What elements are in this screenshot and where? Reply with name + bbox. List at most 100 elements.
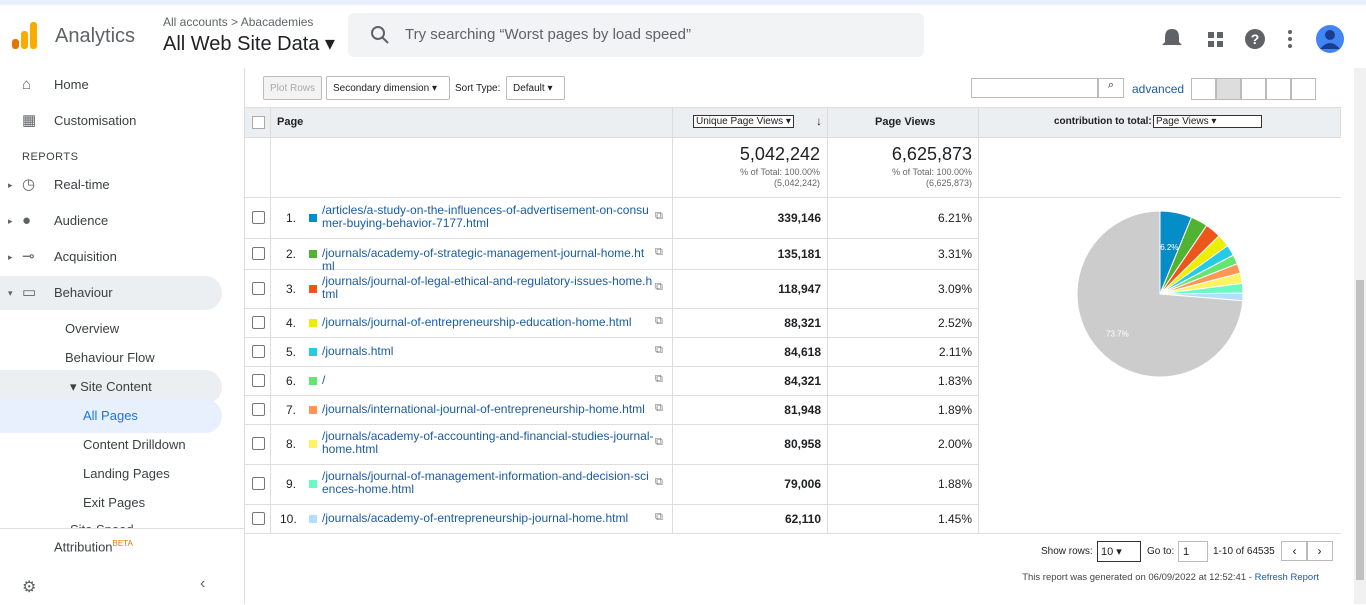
cell bbox=[271, 395, 673, 424]
nav-item[interactable]: All Pages bbox=[0, 399, 222, 433]
toolbar: Plot Rows Secondary dimension ▾ Sort Type:… bbox=[245, 74, 1341, 104]
nav-item[interactable]: Customisation ▦ bbox=[0, 104, 244, 138]
crumb[interactable]: Abacademies bbox=[240, 15, 314, 29]
table-search[interactable] bbox=[971, 78, 1098, 98]
show-rows-select[interactable]: 10 ▾ bbox=[1097, 541, 1141, 562]
page-link[interactable]: / bbox=[322, 372, 326, 387]
bell[interactable] bbox=[1162, 29, 1182, 45]
nav-item[interactable]: Audience ● ▸ bbox=[0, 204, 244, 238]
nav-item[interactable]: Exit Pages bbox=[0, 486, 244, 520]
row-checkbox[interactable] bbox=[252, 511, 265, 525]
attribution[interactable]: AttributionBETA bbox=[54, 539, 133, 554]
nav-item[interactable]: Behaviour ▭ ▾ bbox=[0, 276, 222, 310]
settings[interactable]: ⚙ bbox=[22, 579, 37, 596]
nav-item[interactable]: ▾ Site Content bbox=[0, 370, 222, 404]
crumb[interactable]: All accounts bbox=[163, 15, 228, 29]
row-checkbox[interactable] bbox=[252, 344, 265, 358]
nav-item[interactable]: Home ⌂ bbox=[0, 68, 244, 102]
view-toggle[interactable] bbox=[1191, 78, 1216, 100]
legend-swatch bbox=[309, 514, 317, 523]
open-icon[interactable]: ⧉ bbox=[655, 314, 663, 327]
page-link[interactable]: /journals/academy-of-entrepreneurship-jo… bbox=[322, 510, 629, 525]
nav-label: Customisation bbox=[54, 113, 137, 128]
table-row: 3. /journals/journal-of-legal-ethical-and… bbox=[245, 269, 979, 309]
total-unique: % of Total: 100.00% bbox=[740, 167, 820, 177]
next-page[interactable]: › bbox=[1306, 541, 1333, 561]
open-icon[interactable]: ⧉ bbox=[655, 343, 663, 356]
row-checkbox[interactable] bbox=[252, 315, 265, 329]
page-link[interactable]: /journals/journal-of-entrepreneurship-ed… bbox=[322, 314, 632, 329]
sort-type[interactable]: Default ▾ bbox=[506, 76, 565, 100]
app-name: Analytics bbox=[55, 25, 136, 47]
column-header[interactable]: Unique Page Views ▾ bbox=[693, 115, 794, 128]
open-icon[interactable]: ⧉ bbox=[655, 436, 663, 448]
nav-item[interactable]: Acquisition ⊸ ▸ bbox=[0, 240, 244, 274]
view-toggle[interactable] bbox=[1291, 78, 1316, 100]
row-number: 8. bbox=[286, 437, 297, 451]
nav-item[interactable]: Content Drilldown bbox=[0, 428, 244, 462]
view-toggle[interactable] bbox=[1241, 78, 1266, 100]
plot-rows-button[interactable]: Plot Rows bbox=[263, 76, 323, 100]
nav-item[interactable]: Site Speed bbox=[0, 515, 244, 531]
page-link[interactable]: /journals/academy-of-strategic-managemen… bbox=[322, 245, 645, 273]
nav-item[interactable]: Real-time ◷ ▸ bbox=[0, 168, 244, 202]
nav-item[interactable]: Overview bbox=[0, 312, 244, 346]
legend-swatch bbox=[309, 249, 317, 258]
apps[interactable] bbox=[1208, 32, 1223, 47]
cell bbox=[828, 366, 979, 395]
row-checkbox[interactable] bbox=[252, 402, 265, 416]
search-box[interactable]: Try searching “Worst pages by load speed… bbox=[348, 13, 924, 57]
total-unique: 5,042,242 bbox=[739, 144, 820, 164]
page-link[interactable]: /articles/a-study-on-the-influences-of-a… bbox=[322, 203, 649, 230]
advanced-link[interactable]: advanced bbox=[1132, 82, 1185, 96]
refresh-link[interactable]: Refresh Report bbox=[1254, 572, 1319, 583]
row-checkbox[interactable] bbox=[252, 373, 265, 387]
scroll-thumb[interactable] bbox=[1356, 280, 1364, 580]
property: All Web Site Data bbox=[163, 33, 320, 55]
view-toggle[interactable] bbox=[1216, 78, 1241, 100]
open-icon[interactable]: ⧉ bbox=[655, 372, 663, 385]
expander: ▾ bbox=[8, 288, 13, 298]
open-icon[interactable]: ⧉ bbox=[655, 280, 663, 293]
row-checkbox[interactable] bbox=[252, 211, 265, 224]
secondary-dimension[interactable]: Secondary dimension ▾ bbox=[326, 76, 450, 100]
page-link[interactable]: /journals/international-journal-of-entre… bbox=[322, 401, 645, 416]
breadcrumb[interactable]: All accounts > Abacademies bbox=[163, 15, 314, 29]
row-checkbox[interactable] bbox=[252, 246, 265, 260]
cell bbox=[673, 269, 828, 308]
pie-slice[interactable] bbox=[1076, 210, 1244, 378]
collapse[interactable]: ‹ bbox=[200, 575, 206, 592]
view-toggle[interactable] bbox=[1266, 78, 1291, 100]
help[interactable] bbox=[1245, 29, 1265, 49]
page-link[interactable]: /journals/journal-of-management-informat… bbox=[322, 469, 649, 496]
open-icon[interactable]: ⧉ bbox=[655, 245, 663, 258]
open-icon[interactable]: ⧉ bbox=[655, 401, 663, 414]
prev-page[interactable]: ‹ bbox=[1281, 541, 1308, 561]
header-cell bbox=[245, 108, 271, 136]
more[interactable] bbox=[1288, 30, 1292, 48]
legend-swatch bbox=[309, 480, 317, 488]
row-number: 9. bbox=[286, 477, 297, 491]
legend-swatch bbox=[309, 440, 317, 448]
property-select[interactable]: All Web Site Data ▾ bbox=[163, 33, 335, 55]
scrollbar[interactable] bbox=[1354, 68, 1366, 604]
row-checkbox[interactable] bbox=[252, 477, 265, 490]
nav-item[interactable]: Behaviour Flow bbox=[0, 341, 244, 375]
search-button[interactable]: ⌕ bbox=[1098, 78, 1124, 98]
page-link[interactable]: /journals/academy-of-accounting-and-fina… bbox=[322, 429, 654, 456]
open-icon[interactable]: ⧉ bbox=[655, 210, 663, 222]
row-checkbox[interactable] bbox=[252, 437, 265, 450]
goto-input[interactable]: 1 bbox=[1178, 541, 1208, 562]
row-checkbox[interactable] bbox=[252, 281, 265, 295]
contribution-select[interactable]: Page Views ▾ bbox=[1153, 115, 1262, 128]
table-row: 5. /journals.html ⧉ 84,618 2.11% bbox=[245, 337, 979, 367]
select-all[interactable] bbox=[252, 116, 265, 129]
generated-note: This report was generated on 06/09/2022 … bbox=[1022, 572, 1319, 583]
cell bbox=[828, 464, 979, 504]
cell bbox=[673, 504, 828, 533]
open-icon[interactable]: ⧉ bbox=[655, 510, 663, 523]
page-link[interactable]: /journals/journal-of-legal-ethical-and-r… bbox=[322, 274, 653, 301]
page-link[interactable]: /journals.html bbox=[322, 343, 394, 358]
open-icon[interactable]: ⧉ bbox=[655, 476, 663, 488]
nav-item[interactable]: Landing Pages bbox=[0, 457, 244, 491]
